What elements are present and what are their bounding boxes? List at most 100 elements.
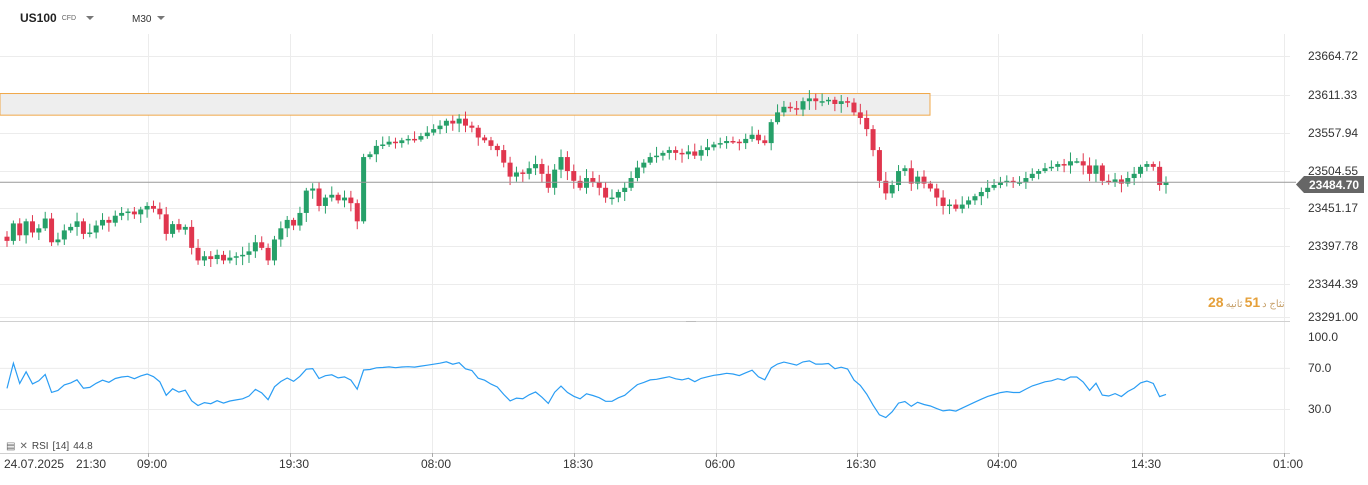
candle-body-up xyxy=(310,188,316,191)
candle-body-up xyxy=(405,138,411,141)
candle-body-down xyxy=(845,101,851,103)
candle-body-up xyxy=(647,157,653,163)
candle-body-up xyxy=(36,228,42,233)
time-axis[interactable]: 24.07.2025 21:30 09:00 19:30 08:00 18:30 06:00… xyxy=(4,453,1303,471)
price-axis-label: 23664.72 xyxy=(1308,49,1358,63)
candle-body-up xyxy=(437,125,443,130)
candle-body-up xyxy=(1067,161,1073,166)
candle-body-up xyxy=(112,215,118,223)
countdown-word-right: ثانیه xyxy=(1225,299,1243,310)
candle-body-up xyxy=(1048,166,1054,169)
candle-body-up xyxy=(749,134,755,139)
candle-body-up xyxy=(55,239,61,243)
candle-body-down xyxy=(755,134,761,141)
candle-body-down xyxy=(539,164,545,174)
price-axis[interactable]: 23664.72 23611.33 23557.94 23504.55 23451.17… xyxy=(1308,49,1358,324)
candle-body-up xyxy=(380,144,386,146)
candle-body-down xyxy=(851,102,857,113)
rsi-axis: 100.0 70.0 30.0 xyxy=(1308,330,1338,416)
candle-body-up xyxy=(959,204,965,209)
candle-body-down xyxy=(876,150,882,181)
candle-body-down xyxy=(1150,164,1156,167)
time-axis-label: 21:30 xyxy=(76,457,106,471)
candle-body-up xyxy=(889,185,895,194)
symbol-name: US100 xyxy=(20,11,57,25)
candle-body-down xyxy=(176,224,182,230)
resistance-zone[interactable] xyxy=(0,93,931,116)
candle-body-down xyxy=(596,182,602,188)
candle-body-up xyxy=(717,143,723,145)
symbol-selector[interactable]: US100 CFD xyxy=(20,11,95,25)
time-axis-label: 14:30 xyxy=(1131,457,1161,471)
candle-body-down xyxy=(832,99,838,104)
time-axis-label: 19:30 xyxy=(279,457,309,471)
candle-body-up xyxy=(806,98,812,102)
candle-body-down xyxy=(1087,165,1093,174)
chevron-down-icon xyxy=(86,16,95,20)
candle-body-up xyxy=(991,185,997,188)
candle-body-up xyxy=(252,242,258,252)
candle-body-up xyxy=(526,168,532,174)
candle-body-up xyxy=(781,106,787,113)
candle-body-up xyxy=(138,209,144,215)
menu-icon[interactable]: ▤ xyxy=(6,441,16,452)
timeframe-label: M30 xyxy=(132,14,152,25)
candle-body-up xyxy=(201,256,207,261)
countdown-right: 51 xyxy=(1244,294,1261,310)
candle-body-up xyxy=(214,254,220,260)
candle-body-up xyxy=(972,196,978,201)
candle-body-down xyxy=(80,221,86,234)
candle-body-up xyxy=(125,211,131,214)
candle-body-down xyxy=(577,180,583,188)
candle-body-down xyxy=(221,254,227,261)
candle-body-up xyxy=(399,140,405,144)
candle-body-down xyxy=(488,140,494,146)
candle-body-up xyxy=(743,138,749,144)
rsi-label: RSI xyxy=(31,441,49,452)
candle-body-up xyxy=(825,99,831,102)
candle-body-up xyxy=(1112,179,1118,183)
price-axis-label: 23344.39 xyxy=(1308,277,1358,291)
candle-body-down xyxy=(106,219,112,223)
candle-body-up xyxy=(68,226,74,231)
candle-body-down xyxy=(864,117,870,130)
candle-body-up xyxy=(329,194,335,198)
price-axis-label: 23557.94 xyxy=(1308,126,1358,140)
candle-body-down xyxy=(813,98,819,102)
candle-body-down xyxy=(392,141,398,144)
candle-body-up xyxy=(711,144,717,148)
time-axis-label: 16:30 xyxy=(846,457,876,471)
candle-body-down xyxy=(921,176,927,184)
candle-body-up xyxy=(896,171,902,186)
candle-body-up xyxy=(303,190,309,213)
candle-body-up xyxy=(724,141,730,144)
candle-body-up xyxy=(685,151,691,155)
candle-body-up xyxy=(373,145,379,155)
candle-body-up xyxy=(946,204,952,207)
candle-body-up xyxy=(1163,182,1169,186)
candle-body-down xyxy=(1106,180,1112,183)
candle-body-up xyxy=(61,230,67,240)
candle-body-up xyxy=(641,162,647,168)
candle-body-down xyxy=(679,152,685,155)
candle-body-up xyxy=(634,167,640,179)
candle-body-up xyxy=(660,152,666,156)
candle-body-up xyxy=(698,150,704,156)
countdown-left: 28 xyxy=(1208,294,1224,310)
candle-body-down xyxy=(259,242,265,248)
candle-body-down xyxy=(883,180,889,194)
candle-body-down xyxy=(953,204,959,209)
timeframe-selector[interactable]: M30 xyxy=(132,14,166,25)
close-icon[interactable]: ✕ xyxy=(19,441,28,452)
candle-body-down xyxy=(412,138,418,141)
pane-resize-handle[interactable] xyxy=(686,321,696,322)
candle-body-down xyxy=(1157,166,1163,186)
candle-body-up xyxy=(297,212,303,226)
candle-body-down xyxy=(157,208,163,215)
candle-body-up xyxy=(227,257,233,261)
candle-body-up xyxy=(1023,178,1029,183)
time-axis-label: 04:00 xyxy=(987,457,1017,471)
candle-body-up xyxy=(342,197,348,201)
